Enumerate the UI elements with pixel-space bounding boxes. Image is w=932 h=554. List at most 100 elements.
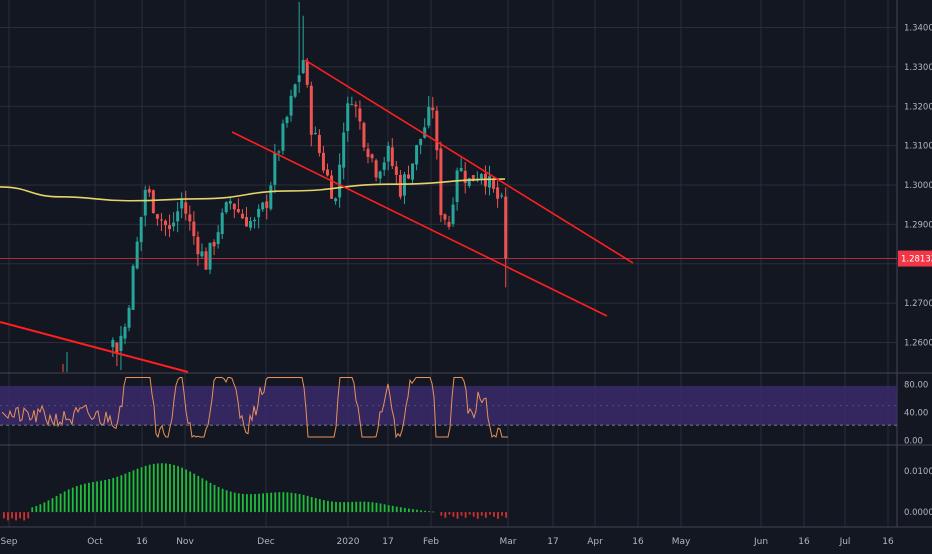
histogram-bar (35, 505, 38, 513)
histogram-bar (160, 463, 163, 513)
histogram-bar (116, 476, 119, 513)
histogram-bar (67, 489, 70, 513)
histogram-bar (489, 512, 491, 515)
histogram-bar (59, 493, 62, 513)
histogram-bar (367, 501, 370, 513)
histogram-bar (412, 509, 414, 513)
histogram-bar (209, 482, 212, 513)
histogram-bar (7, 512, 9, 521)
long-trend-line (0, 321, 189, 373)
histogram-bar (351, 501, 354, 513)
histogram-bar (31, 507, 34, 513)
histogram-bar (314, 498, 317, 513)
histogram-bar (3, 512, 5, 519)
histogram-bar (363, 501, 366, 513)
y-tick-label: 1.31000 (904, 142, 932, 152)
candle-body (455, 170, 459, 202)
y-tick-label: 1.29000 (904, 220, 932, 230)
histogram-bar (177, 466, 179, 513)
histogram-bar (294, 493, 297, 513)
candle-body (188, 214, 192, 222)
candle-body (443, 214, 447, 220)
histogram-bar (505, 512, 507, 518)
candle-body (459, 167, 463, 172)
histogram-bar (290, 492, 293, 513)
candle-body (245, 217, 248, 227)
x-tick-label: Apr (587, 537, 603, 547)
histogram-bar (448, 512, 451, 515)
histogram-bar (84, 483, 86, 513)
histogram-bar (302, 494, 305, 513)
x-tick-label: Nov (176, 537, 194, 547)
candle-body (269, 185, 273, 209)
candle-body (240, 213, 244, 219)
rsi-tick-label: 80.00 (904, 381, 928, 391)
histogram-bar (165, 463, 167, 513)
candle-body (277, 151, 281, 153)
histogram-bar (420, 510, 422, 513)
histogram-bar (339, 502, 341, 513)
candle-body (285, 116, 289, 124)
candle-body (435, 110, 439, 151)
candle-body (155, 214, 159, 219)
histogram-bar (387, 505, 390, 513)
histogram-bar (331, 501, 333, 513)
x-tick-label: Jul (839, 537, 851, 547)
histogram-bar (266, 493, 269, 513)
histogram-bar (254, 494, 256, 513)
histogram-bar (39, 504, 42, 513)
histogram-bar (55, 495, 58, 513)
histogram-bar (497, 512, 499, 519)
histogram-bar (501, 512, 503, 516)
candle-body (309, 85, 313, 135)
candle-body (289, 95, 293, 116)
y-tick-label: 1.34000 (904, 24, 932, 34)
histogram-bar (189, 471, 192, 513)
trendlines (0, 59, 634, 373)
candle-body (236, 209, 240, 213)
histogram-bar (241, 493, 244, 513)
histogram-bar (440, 512, 443, 516)
histogram-bar (408, 508, 410, 513)
candle-body (123, 326, 127, 339)
candle-body (281, 123, 285, 151)
histogram-bar (148, 464, 151, 513)
candle-body (471, 175, 475, 182)
candle-body (261, 202, 265, 210)
histogram-bar (262, 493, 264, 513)
candle-body (164, 220, 167, 226)
candle-body (342, 132, 346, 168)
x-tick-label: 16 (798, 537, 810, 547)
histogram-bar (444, 512, 447, 518)
candle-body (111, 340, 115, 348)
histogram-bar (484, 512, 487, 518)
histogram-bar (193, 473, 196, 513)
x-tick-label: 17 (382, 537, 393, 547)
histogram-bar (156, 463, 159, 513)
y-tick-label: 1.33000 (904, 63, 932, 73)
histogram-bar (468, 512, 471, 515)
x-tick-label: Sep (1, 537, 18, 547)
candle-body (200, 251, 204, 257)
candle-body (394, 166, 398, 175)
histogram-bar (493, 512, 495, 517)
candle-body (220, 212, 224, 235)
histogram-bar (347, 502, 350, 513)
candle-body (184, 202, 188, 214)
candle-body (131, 265, 135, 310)
histogram-bar (197, 475, 200, 513)
histogram-bar (270, 492, 273, 513)
candle-body (467, 178, 471, 186)
candle-body (313, 132, 317, 135)
candle-body (463, 170, 467, 184)
histogram-bar (310, 496, 313, 513)
x-tick-label: Jun (753, 537, 768, 547)
x-tick-label: 17 (547, 537, 558, 547)
rsi-tick-label: 40.00 (904, 409, 928, 419)
x-tick-label: Dec (257, 537, 274, 547)
histogram-bar (403, 507, 406, 513)
candle-body (119, 335, 123, 351)
